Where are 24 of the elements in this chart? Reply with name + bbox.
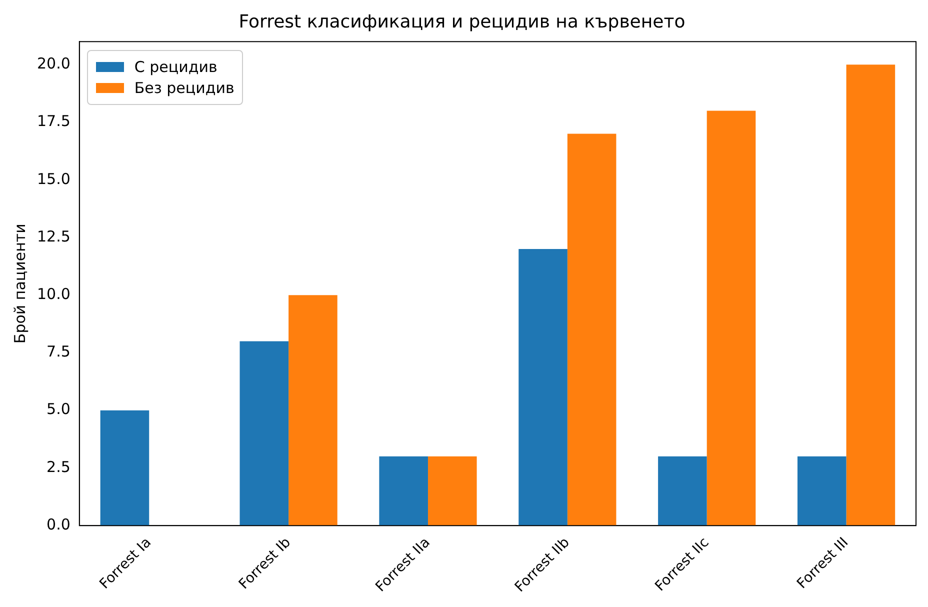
bar — [240, 341, 289, 526]
bar — [797, 456, 846, 526]
legend-label: С рецидив — [134, 58, 218, 76]
y-tick-label: 15.0 — [36, 170, 70, 188]
y-axis-title: Брой пациенти — [10, 224, 29, 344]
y-tick-label: 0.0 — [46, 515, 70, 534]
bar — [518, 249, 568, 526]
chart-title: Forrest класификация и рецидив на кървенето — [238, 11, 686, 32]
y-tick-label: 20.0 — [36, 54, 70, 73]
bar — [379, 456, 428, 526]
bar — [846, 64, 896, 526]
y-tick-label: 12.5 — [36, 227, 70, 246]
bar — [100, 410, 150, 526]
bar — [567, 134, 616, 526]
y-tick-label: 7.5 — [46, 342, 70, 361]
legend-label: Без рецидив — [134, 78, 234, 97]
y-tick-label: 2.5 — [46, 458, 70, 476]
y-tick-label: 5.0 — [46, 400, 70, 418]
y-tick-label: 10.0 — [36, 285, 70, 303]
bar — [428, 456, 477, 526]
y-tick-label: 17.5 — [36, 112, 70, 130]
bar — [288, 295, 338, 526]
bar — [658, 456, 707, 526]
bar — [706, 110, 756, 526]
